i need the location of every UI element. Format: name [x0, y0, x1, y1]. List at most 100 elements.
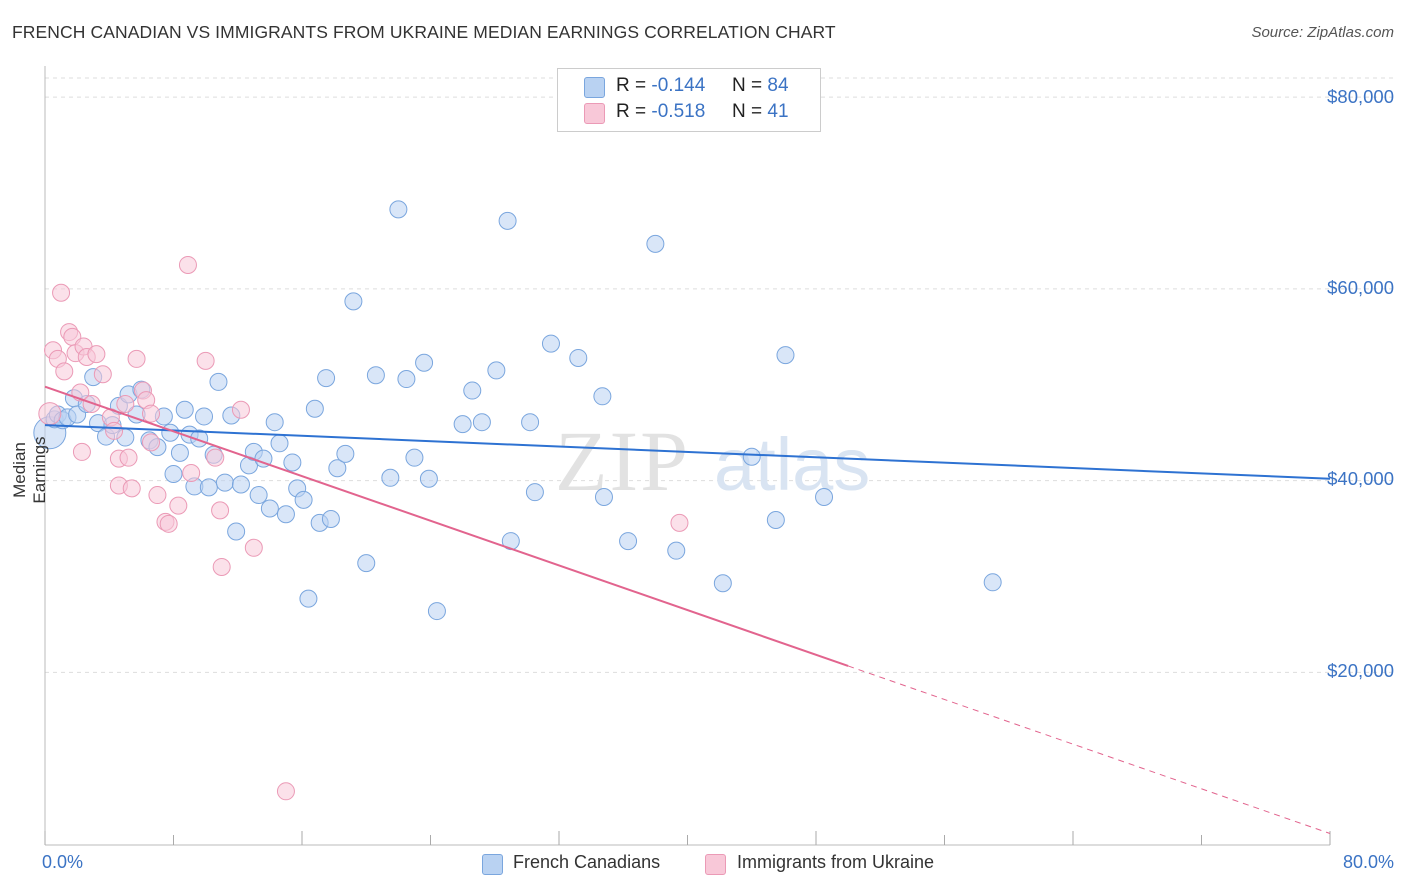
point-immigrants-from-ukraine: [178, 255, 197, 274]
trend-line-immigrants-from-ukraine-extension: [847, 665, 1331, 834]
legend-n-value: 41: [767, 101, 789, 122]
axes: [44, 66, 1331, 846]
bottom-legend-swatch-blue: [482, 854, 503, 875]
legend-r-value: -0.518: [651, 101, 706, 122]
series-french-canadians: [33, 200, 1002, 621]
y-axis-title: Median Earnings: [10, 436, 49, 504]
point-french-canadians: [487, 361, 506, 380]
series-immigrants-from-ukraine: [38, 255, 689, 801]
point-immigrants-from-ukraine: [142, 433, 161, 452]
point-french-canadians: [498, 211, 517, 230]
point-french-canadians: [344, 292, 363, 311]
point-french-canadians: [713, 574, 732, 593]
trend-line-immigrants-from-ukraine: [44, 385, 849, 667]
point-french-canadians: [405, 448, 424, 467]
point-french-canadians: [815, 487, 834, 506]
point-immigrants-from-ukraine: [244, 538, 263, 557]
point-french-canadians: [453, 415, 472, 434]
point-french-canadians: [766, 510, 785, 529]
x-tick-label-min: 0.0%: [42, 852, 84, 872]
point-immigrants-from-ukraine: [127, 349, 146, 368]
point-french-canadians: [265, 413, 284, 432]
point-french-canadians: [249, 486, 268, 505]
bottom-legend-swatch-pink: [705, 854, 726, 875]
chart-title: FRENCH CANADIAN VS IMMIGRANTS FROM UKRAI…: [12, 22, 836, 42]
point-french-canadians: [199, 478, 218, 497]
y-tick-label-80000: $80,000: [1327, 86, 1394, 107]
point-french-canadians: [427, 602, 446, 621]
point-immigrants-from-ukraine: [52, 283, 71, 302]
point-french-canadians: [415, 353, 434, 372]
point-immigrants-from-ukraine: [72, 442, 91, 461]
y-tick-label-60000: $60,000: [1327, 277, 1394, 298]
legend-n-label: N =: [732, 75, 763, 96]
point-french-canadians: [215, 473, 234, 492]
point-french-canadians: [776, 346, 795, 365]
point-french-canadians: [321, 510, 340, 529]
point-immigrants-from-ukraine: [206, 448, 225, 467]
point-french-canadians: [195, 407, 214, 426]
point-french-canadians: [667, 541, 686, 560]
bottom-legend-label: French Canadians: [513, 852, 661, 872]
point-immigrants-from-ukraine: [212, 557, 231, 576]
y-tick-label-20000: $20,000: [1327, 660, 1394, 681]
point-french-canadians: [305, 399, 324, 418]
point-french-canadians: [254, 449, 273, 468]
bottom-legend-label: Immigrants from Ukraine: [737, 852, 935, 872]
y-tick-label-40000: $40,000: [1327, 468, 1394, 489]
point-immigrants-from-ukraine: [142, 404, 161, 423]
x-tick-label-max: 80.0%: [1342, 852, 1394, 872]
legend-r-value: -0.144: [651, 75, 706, 96]
watermark: ZIP atlas: [555, 413, 870, 509]
legend-n-value: 84: [767, 75, 789, 96]
point-french-canadians: [260, 499, 279, 518]
point-immigrants-from-ukraine: [116, 394, 135, 413]
point-french-canadians: [472, 413, 491, 432]
point-french-canadians: [366, 366, 385, 385]
stats-legend: R = -0.144 N = 84 R = -0.518 N = 41: [557, 68, 821, 132]
legend-swatch-pink: [584, 103, 605, 124]
point-french-canadians: [397, 370, 416, 389]
point-french-canadians: [541, 334, 560, 353]
point-french-canadians: [742, 447, 761, 466]
legend-n: N = 84: [732, 75, 789, 97]
point-french-canadians: [209, 372, 228, 391]
point-french-canadians: [594, 487, 613, 506]
point-immigrants-from-ukraine: [276, 782, 295, 801]
point-immigrants-from-ukraine: [93, 365, 112, 384]
point-french-canadians: [175, 400, 194, 419]
point-french-canadians: [419, 469, 438, 488]
legend-r-label: R =: [616, 75, 647, 96]
source-label: Source: ZipAtlas.com: [1251, 24, 1394, 41]
point-immigrants-from-ukraine: [159, 514, 178, 533]
point-french-canadians: [569, 348, 588, 367]
point-french-canadians: [299, 589, 318, 608]
point-french-canadians: [270, 434, 289, 453]
point-immigrants-from-ukraine: [82, 394, 101, 413]
point-french-canadians: [164, 464, 183, 483]
point-immigrants-from-ukraine: [87, 345, 106, 364]
point-french-canadians: [294, 490, 313, 509]
point-french-canadians: [389, 200, 408, 219]
point-french-canadians: [170, 443, 189, 462]
legend-r: R = -0.518: [616, 101, 705, 123]
point-french-canadians: [521, 413, 540, 432]
point-french-canadians: [593, 387, 612, 406]
point-immigrants-from-ukraine: [670, 513, 689, 532]
point-immigrants-from-ukraine: [231, 400, 250, 419]
legend-r: R = -0.144: [616, 75, 705, 97]
point-immigrants-from-ukraine: [148, 486, 167, 505]
watermark-atlas: atlas: [714, 423, 870, 506]
point-french-canadians: [646, 234, 665, 253]
point-french-canadians: [276, 505, 295, 524]
point-immigrants-from-ukraine: [182, 464, 201, 483]
point-immigrants-from-ukraine: [119, 448, 138, 467]
legend-r-label: R =: [616, 101, 647, 122]
point-french-canadians: [336, 444, 355, 463]
point-immigrants-from-ukraine: [55, 362, 74, 381]
legend-n-label: N =: [732, 101, 763, 122]
point-french-canadians: [283, 453, 302, 472]
point-french-canadians: [328, 459, 347, 478]
point-french-canadians: [231, 475, 250, 494]
